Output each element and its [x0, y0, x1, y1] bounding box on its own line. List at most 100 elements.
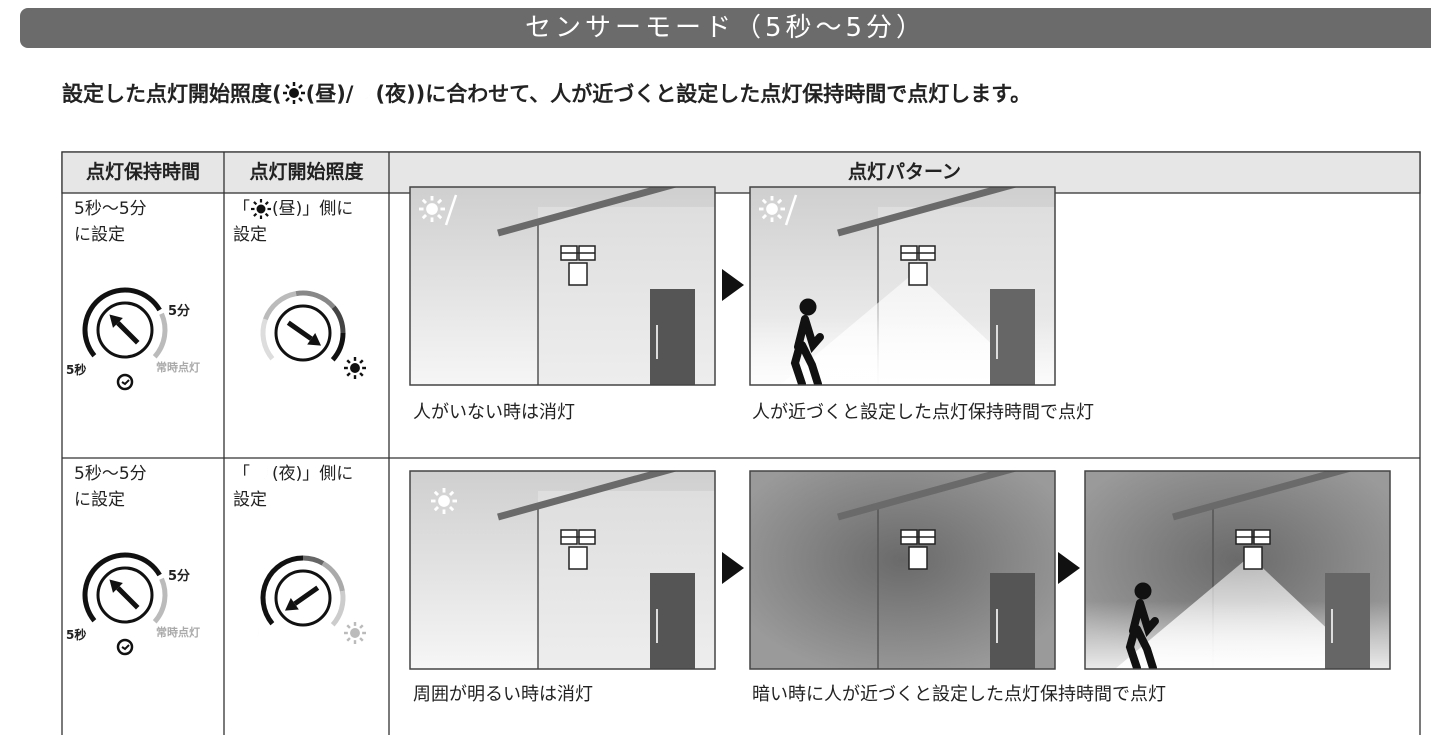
scene-body — [410, 471, 715, 669]
slash — [444, 194, 458, 226]
illuminance-text: (夜)」側に — [272, 464, 354, 484]
caption: 人が近づくと設定した点灯保持時間で点灯 — [752, 402, 1094, 423]
inline-icon — [252, 465, 268, 481]
roof-beam — [497, 471, 678, 521]
dial-arrowhead — [109, 579, 123, 593]
roof-beam — [497, 187, 678, 237]
dial-arc — [260, 318, 275, 361]
roof-beam — [1172, 471, 1353, 521]
sun-icon — [419, 196, 445, 222]
clock-icon — [116, 638, 134, 656]
sun-icon — [759, 196, 785, 222]
dial-arc — [82, 287, 162, 358]
dial-label: 5分 — [168, 569, 191, 584]
illuminance-dial — [244, 290, 367, 380]
arrow — [722, 269, 744, 301]
sun-ray — [253, 212, 258, 217]
dial-arc — [321, 561, 345, 592]
dial-arrowhead — [284, 598, 299, 611]
sun-ray — [346, 624, 351, 629]
fixture-body — [568, 546, 588, 570]
sun-ray — [264, 212, 269, 217]
dial-arc — [302, 555, 325, 566]
column-header: 点灯パターン — [847, 161, 962, 183]
person-body — [790, 315, 824, 385]
arrow — [1058, 552, 1080, 584]
illuminance-text: 設定 — [233, 225, 267, 245]
sun-ray — [359, 624, 364, 629]
fixture-body — [1243, 546, 1263, 570]
moon-icon — [244, 625, 260, 641]
illuminance-text: 「 (昼)」側に — [233, 197, 353, 221]
illuminance-bracket: 「 — [233, 199, 250, 219]
header-row — [61, 151, 1421, 194]
dial-arrowhead — [109, 314, 123, 328]
dial-arc — [295, 290, 336, 309]
header-bar — [20, 8, 1431, 48]
person-head — [799, 298, 817, 316]
sun-core — [766, 203, 778, 215]
sun-ray — [253, 201, 258, 206]
sun-ray — [359, 359, 364, 364]
dial-arc — [152, 312, 168, 359]
dial-arc — [331, 305, 346, 334]
column-header: 点灯保持時間 — [85, 161, 200, 183]
dial-needle — [116, 321, 140, 345]
time-dial — [82, 287, 168, 391]
scene-frame — [749, 186, 1056, 386]
scene-body — [410, 187, 715, 385]
dial-label: 5秒 — [66, 363, 87, 377]
sun-ray — [761, 213, 768, 220]
sun-ray — [761, 198, 768, 205]
dial-needle — [116, 586, 140, 610]
sun-ray — [421, 213, 428, 220]
scene-frame — [749, 470, 1056, 670]
scene — [409, 186, 716, 386]
dial-arc — [260, 555, 304, 626]
scene-frame — [409, 186, 716, 386]
sun-ray — [421, 198, 428, 205]
header-title: センサーモード（5秒～5分） — [524, 13, 927, 43]
roof-beam — [837, 471, 1018, 521]
illuminance-dial — [244, 555, 367, 645]
illuminance-text: 設定 — [233, 490, 267, 510]
moon-icon — [252, 465, 268, 481]
scene-frame — [1084, 470, 1391, 670]
scene-body — [1085, 471, 1390, 669]
scene-body — [750, 187, 1055, 385]
sun-ray — [359, 637, 364, 642]
scene — [409, 470, 716, 670]
person-body — [1125, 599, 1159, 669]
scene — [749, 470, 1056, 670]
sun-ray — [436, 213, 443, 220]
sun-icon — [282, 82, 305, 104]
dial-label: 常時点灯 — [156, 361, 200, 374]
person-head — [1134, 582, 1152, 600]
caption: 周囲が明るい時は消灯 — [413, 684, 593, 705]
sun-ray — [346, 637, 351, 642]
fixture-body — [908, 262, 928, 286]
dial-arc — [330, 332, 346, 362]
intro-text: 設定した点灯開始照度( — [62, 82, 282, 106]
illuminance-text: 「 (夜)」側に — [233, 462, 353, 486]
sun-core — [350, 363, 360, 373]
sun-ray — [776, 213, 783, 220]
scene — [1084, 470, 1391, 670]
moon-icon — [244, 360, 260, 376]
illuminance-bracket: 「 — [233, 464, 250, 484]
scene — [749, 186, 1056, 386]
time-dial — [82, 552, 168, 656]
scene-body — [750, 471, 1055, 669]
sun-core — [426, 203, 438, 215]
clock-icon — [116, 373, 134, 391]
dial-label: 5秒 — [66, 628, 87, 642]
sun-icon — [251, 199, 271, 219]
table-grid — [61, 151, 1421, 735]
sun-ray — [359, 372, 364, 377]
sun-core — [350, 628, 360, 638]
sun-core — [256, 204, 266, 214]
dial-arrowhead — [307, 333, 322, 346]
fixture-body — [568, 262, 588, 286]
sun-ray — [346, 359, 351, 364]
